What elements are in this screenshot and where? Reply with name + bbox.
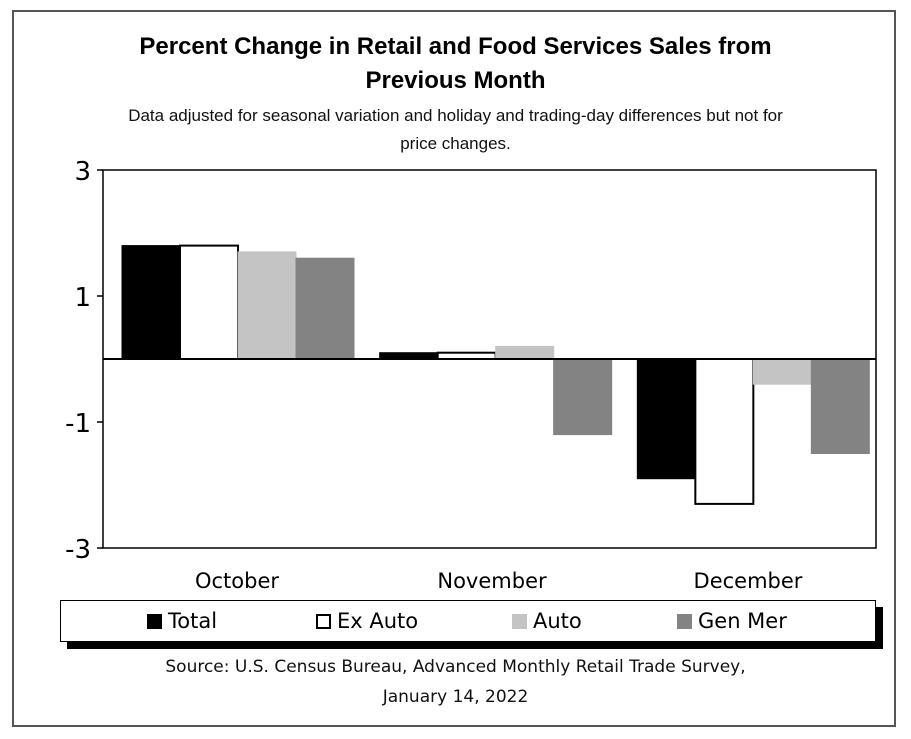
bar-gen-mer-december: [810, 358, 870, 454]
legend-swatch-auto: [512, 613, 527, 629]
chart-title-line-2: Previous Month: [365, 67, 546, 94]
legend-label-ex-auto: Ex Auto: [337, 609, 419, 633]
chart-subtitle: Data adjusted for seasonal variation and…: [30, 102, 881, 158]
chart-title-line-1: Percent Change in Retail and Food Servic…: [139, 33, 772, 60]
bar-auto-november: [495, 345, 555, 360]
source-line-2: January 14, 2022: [382, 687, 529, 707]
chart-source: Source: U.S. Census Bureau, Advanced Mon…: [0, 652, 911, 712]
category-label-october: October: [194, 569, 280, 593]
category-label-november: November: [437, 569, 547, 593]
bar-ex-auto-october: [179, 244, 239, 361]
y-tick-label: 1: [74, 283, 91, 313]
bar-chart: 3 1 -1 -3: [65, 157, 877, 565]
chart-legend: Total Ex Auto Auto Gen Mer: [60, 600, 876, 642]
legend-item-total: Total: [147, 609, 217, 633]
bar-total-december: [636, 358, 696, 480]
chart-subtitle-line-2: price changes.: [400, 134, 511, 153]
bar-gen-mer-october: [295, 257, 355, 360]
chart-title: Percent Change in Retail and Food Servic…: [0, 30, 911, 98]
category-label-december: December: [693, 569, 803, 593]
legend-label-total: Total: [168, 609, 218, 633]
bar-auto-october: [237, 251, 297, 360]
bar-auto-december: [752, 358, 812, 385]
bar-gen-mer-november: [553, 358, 613, 436]
legend-item-auto: Auto: [512, 609, 582, 633]
y-tick-label: -1: [65, 409, 91, 439]
legend-item-ex-auto: Ex Auto: [316, 609, 418, 633]
bar-total-october: [121, 245, 181, 360]
legend-label-auto: Auto: [533, 609, 582, 633]
bar-ex-auto-december: [694, 358, 755, 505]
source-line-1: Source: U.S. Census Bureau, Advanced Mon…: [165, 657, 746, 677]
legend-swatch-total: [147, 613, 162, 629]
legend-swatch-gen-mer: [677, 613, 692, 629]
y-tick-label: -3: [65, 535, 91, 565]
legend-label-gen-mer: Gen Mer: [698, 609, 787, 633]
legend-swatch-ex-auto: [316, 613, 331, 629]
legend-item-gen-mer: Gen Mer: [677, 609, 787, 633]
chart-subtitle-line-1: Data adjusted for seasonal variation and…: [128, 106, 783, 125]
y-tick-label: 3: [74, 157, 91, 187]
